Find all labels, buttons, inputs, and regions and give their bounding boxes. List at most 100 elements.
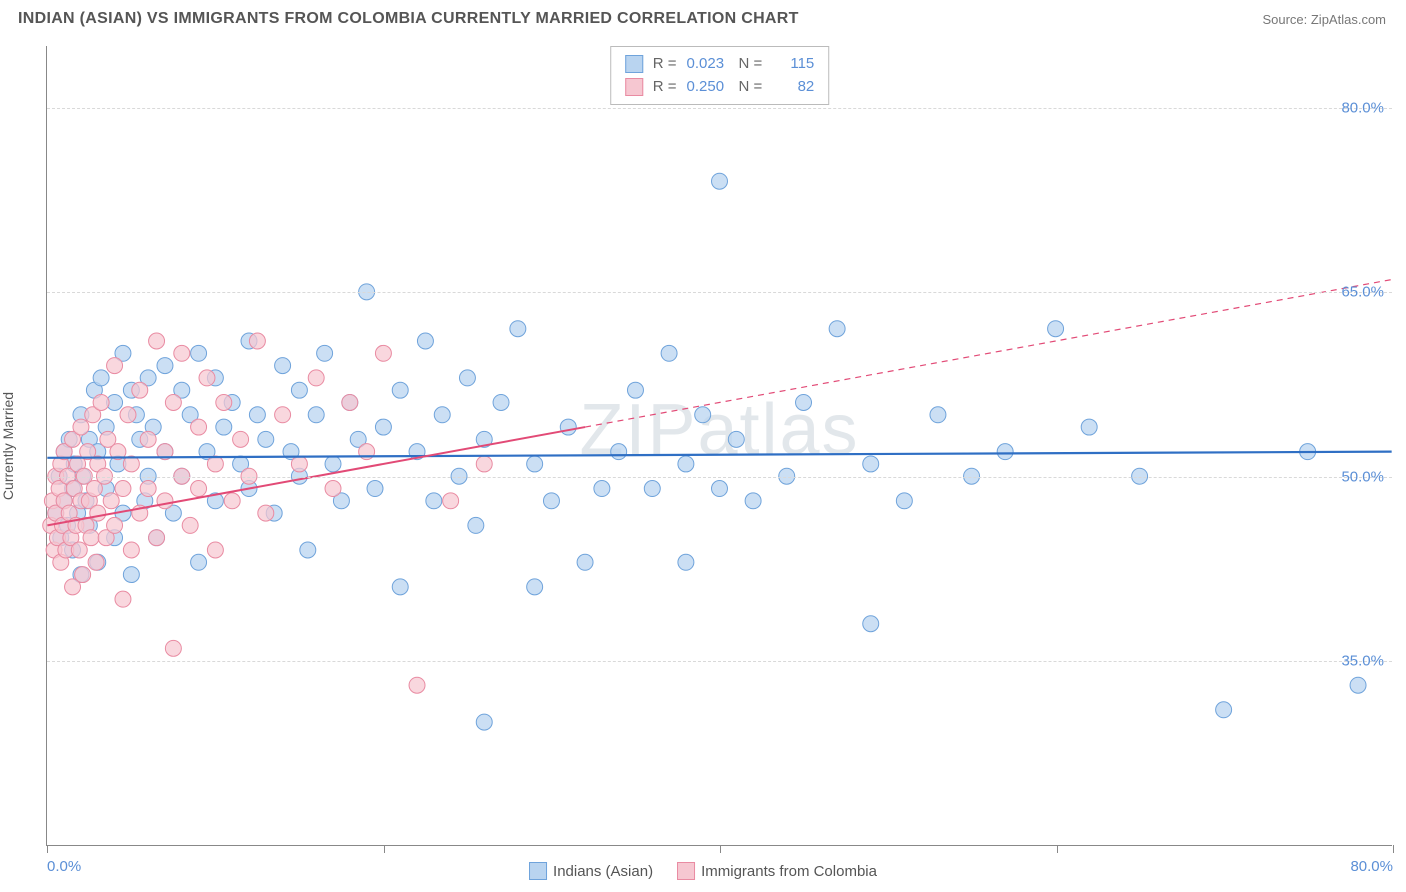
scatter-point xyxy=(123,542,139,558)
x-tick-label: 80.0% xyxy=(1350,858,1393,875)
n-value: 82 xyxy=(772,76,814,99)
scatter-point xyxy=(997,444,1013,460)
scatter-point xyxy=(468,517,484,533)
scatter-point xyxy=(627,382,643,398)
scatter-point xyxy=(300,542,316,558)
scatter-point xyxy=(342,394,358,410)
y-tick-label: 35.0% xyxy=(1341,653,1384,670)
scatter-point xyxy=(191,554,207,570)
x-tick xyxy=(720,845,721,853)
scatter-point xyxy=(90,505,106,521)
scatter-point xyxy=(249,333,265,349)
scatter-point xyxy=(527,579,543,595)
scatter-point xyxy=(115,591,131,607)
scatter-point xyxy=(367,481,383,497)
scatter-point xyxy=(611,444,627,460)
r-value: 0.250 xyxy=(687,76,729,99)
scatter-point xyxy=(308,407,324,423)
scatter-point xyxy=(216,419,232,435)
gridline-h xyxy=(47,108,1392,109)
plot-area: ZIPatlas R =0.023N =115R =0.250N =82 35.… xyxy=(46,46,1392,846)
scatter-point xyxy=(443,493,459,509)
scatter-point xyxy=(896,493,912,509)
scatter-point xyxy=(863,616,879,632)
scatter-point xyxy=(863,456,879,472)
scatter-svg xyxy=(47,46,1392,845)
scatter-point xyxy=(678,554,694,570)
scatter-point xyxy=(577,554,593,570)
scatter-point xyxy=(417,333,433,349)
scatter-point xyxy=(107,358,123,374)
scatter-point xyxy=(1350,677,1366,693)
scatter-point xyxy=(560,419,576,435)
scatter-point xyxy=(258,505,274,521)
scatter-point xyxy=(409,677,425,693)
scatter-point xyxy=(644,481,660,497)
stat-legend-row: R =0.023N =115 xyxy=(625,53,815,76)
x-tick xyxy=(384,845,385,853)
gridline-h xyxy=(47,477,1392,478)
trend-line xyxy=(47,452,1391,458)
scatter-point xyxy=(83,530,99,546)
legend-swatch xyxy=(529,862,547,880)
scatter-point xyxy=(594,481,610,497)
gridline-h xyxy=(47,292,1392,293)
scatter-point xyxy=(258,431,274,447)
scatter-point xyxy=(115,481,131,497)
scatter-point xyxy=(291,456,307,472)
scatter-point xyxy=(191,419,207,435)
scatter-point xyxy=(291,382,307,398)
legend-label: Immigrants from Colombia xyxy=(701,863,877,880)
stat-legend: R =0.023N =115R =0.250N =82 xyxy=(610,46,830,105)
scatter-point xyxy=(199,370,215,386)
scatter-point xyxy=(123,567,139,583)
scatter-point xyxy=(107,517,123,533)
scatter-point xyxy=(140,431,156,447)
scatter-point xyxy=(392,382,408,398)
chart-area: ZIPatlas R =0.023N =115R =0.250N =82 35.… xyxy=(46,46,1392,846)
scatter-point xyxy=(476,714,492,730)
scatter-point xyxy=(149,333,165,349)
scatter-point xyxy=(796,394,812,410)
y-tick-label: 50.0% xyxy=(1341,468,1384,485)
scatter-point xyxy=(157,493,173,509)
scatter-point xyxy=(695,407,711,423)
scatter-point xyxy=(140,481,156,497)
scatter-point xyxy=(317,345,333,361)
scatter-point xyxy=(224,493,240,509)
scatter-point xyxy=(75,567,91,583)
y-axis-title: Currently Married xyxy=(0,392,16,500)
gridline-h xyxy=(47,661,1392,662)
scatter-point xyxy=(93,370,109,386)
scatter-point xyxy=(661,345,677,361)
legend-label: Indians (Asian) xyxy=(553,863,653,880)
scatter-point xyxy=(745,493,761,509)
scatter-point xyxy=(182,517,198,533)
y-tick-label: 80.0% xyxy=(1341,99,1384,116)
scatter-point xyxy=(728,431,744,447)
x-tick xyxy=(47,845,48,853)
legend-item: Immigrants from Colombia xyxy=(677,862,877,880)
scatter-point xyxy=(325,456,341,472)
scatter-point xyxy=(476,456,492,472)
scatter-point xyxy=(157,358,173,374)
scatter-point xyxy=(174,345,190,361)
n-label: N = xyxy=(739,53,763,76)
scatter-point xyxy=(132,382,148,398)
scatter-point xyxy=(275,358,291,374)
scatter-point xyxy=(308,370,324,386)
scatter-point xyxy=(249,407,265,423)
scatter-point xyxy=(325,481,341,497)
scatter-point xyxy=(233,431,249,447)
scatter-point xyxy=(93,394,109,410)
scatter-point xyxy=(1081,419,1097,435)
scatter-point xyxy=(275,407,291,423)
scatter-point xyxy=(191,481,207,497)
scatter-point xyxy=(207,542,223,558)
y-tick-label: 65.0% xyxy=(1341,284,1384,301)
n-value: 115 xyxy=(772,53,814,76)
scatter-point xyxy=(459,370,475,386)
scatter-point xyxy=(71,542,87,558)
scatter-point xyxy=(73,419,89,435)
x-tick xyxy=(1393,845,1394,853)
